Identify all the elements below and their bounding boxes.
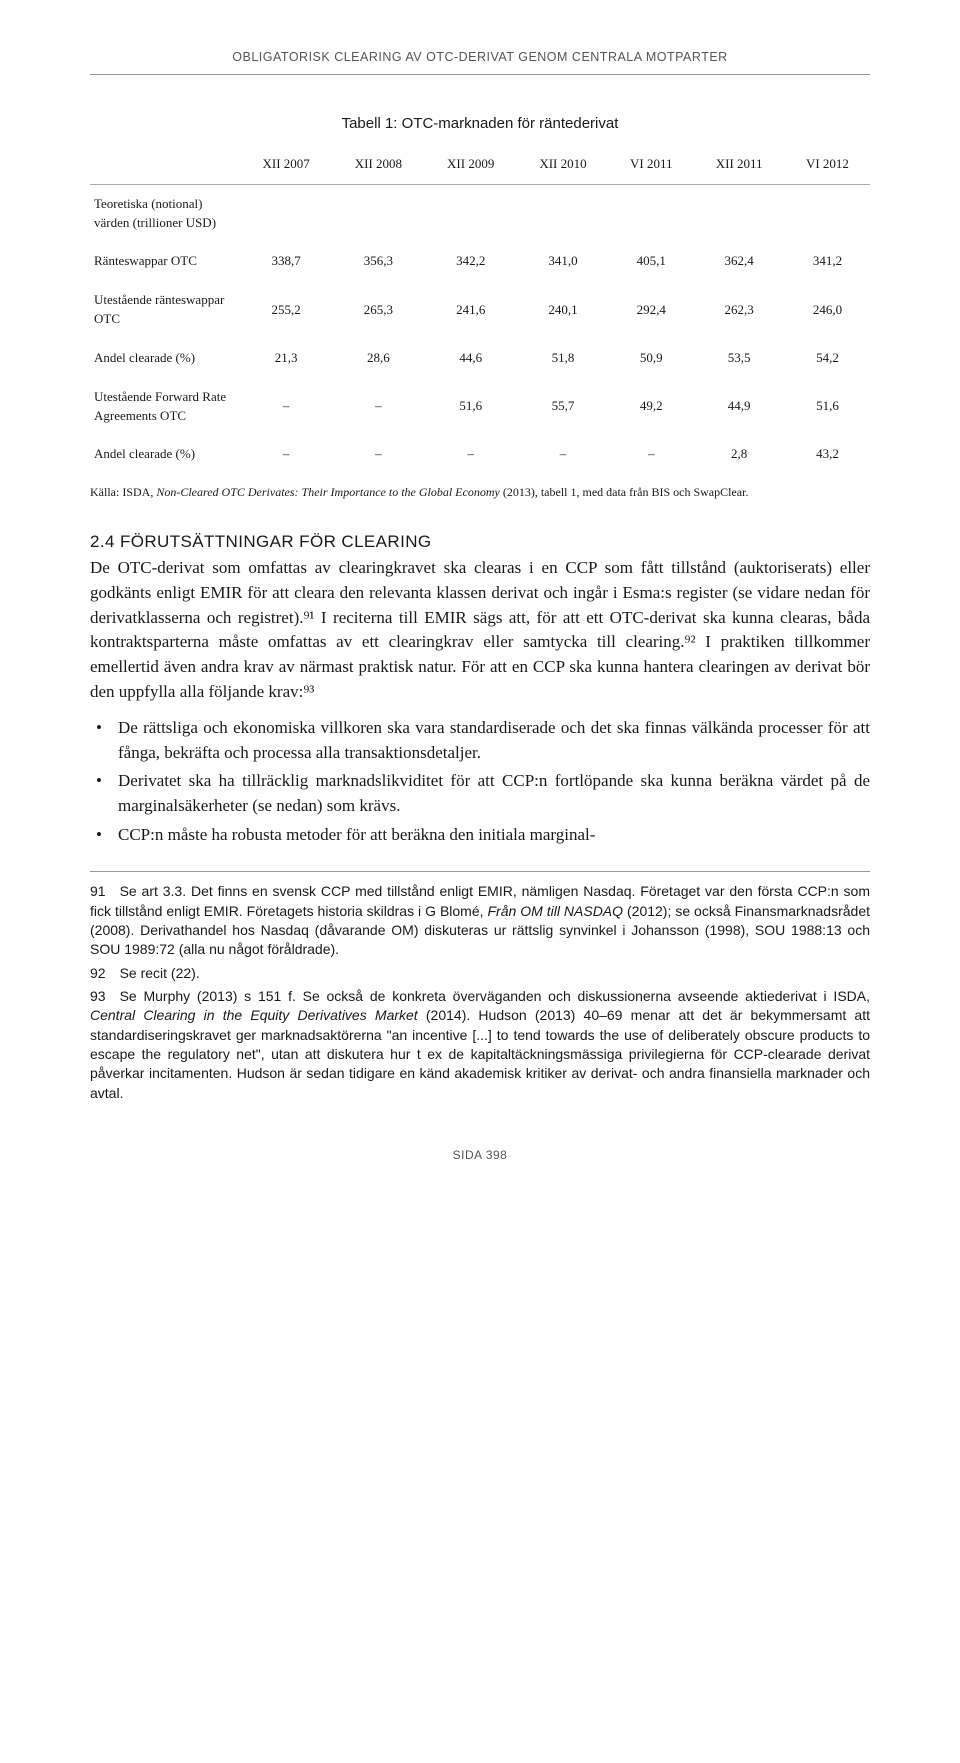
data-table: XII 2007 XII 2008 XII 2009 XII 2010 VI 2… bbox=[90, 149, 870, 474]
footnote-92: 92 Se recit (22). bbox=[90, 964, 870, 983]
table-cell: 341,2 bbox=[785, 242, 870, 281]
table-cell: 50,9 bbox=[609, 339, 693, 378]
table-source: Källa: ISDA, Non-Cleared OTC Derivates: … bbox=[90, 484, 870, 501]
bullet-list: De rättsliga och ekonomiska villkoren sk… bbox=[90, 716, 870, 847]
table-cell: – bbox=[517, 435, 609, 474]
table-cell: 44,6 bbox=[425, 339, 517, 378]
row-label: Utestående ränteswappar OTC bbox=[90, 281, 240, 339]
table-cell: 356,3 bbox=[332, 242, 424, 281]
page-number: SIDA 398 bbox=[90, 1147, 870, 1164]
table-cell: 241,6 bbox=[425, 281, 517, 339]
footnote-91: 91 Se art 3.3. Det finns en svensk CCP m… bbox=[90, 882, 870, 959]
col-header: XII 2011 bbox=[693, 149, 785, 184]
footnote-italic: Från OM till NASDAQ bbox=[487, 903, 623, 919]
table-cell: 2,8 bbox=[693, 435, 785, 474]
row-label: Ränteswappar OTC bbox=[90, 242, 240, 281]
table-cell bbox=[609, 184, 693, 242]
table-cell: 262,3 bbox=[693, 281, 785, 339]
row-label: Utestående Forward Rate Agreements OTC bbox=[90, 378, 240, 436]
col-header: XII 2008 bbox=[332, 149, 424, 184]
list-item: De rättsliga och ekonomiska villkoren sk… bbox=[90, 716, 870, 765]
running-head: OBLIGATORISK CLEARING AV OTC-DERIVAT GEN… bbox=[90, 48, 870, 66]
col-header bbox=[90, 149, 240, 184]
col-header: VI 2012 bbox=[785, 149, 870, 184]
row-label: Andel clearade (%) bbox=[90, 435, 240, 474]
table-cell: 55,7 bbox=[517, 378, 609, 436]
table-header-row: XII 2007 XII 2008 XII 2009 XII 2010 VI 2… bbox=[90, 149, 870, 184]
footnote-rule bbox=[90, 871, 870, 872]
footnote-italic: Central Clearing in the Equity Derivativ… bbox=[90, 1007, 418, 1023]
col-header: XII 2010 bbox=[517, 149, 609, 184]
table-cell bbox=[332, 184, 424, 242]
row-label: Teoretiska (notional) värden (trillioner… bbox=[90, 184, 240, 242]
table-row: Andel clearade (%)–––––2,843,2 bbox=[90, 435, 870, 474]
table-cell: – bbox=[425, 435, 517, 474]
body-paragraph: De OTC-derivat som omfattas av clearingk… bbox=[90, 556, 870, 704]
table-cell bbox=[240, 184, 332, 242]
table-cell bbox=[425, 184, 517, 242]
table-cell: 246,0 bbox=[785, 281, 870, 339]
footnote-93: 93 Se Murphy (2013) s 151 f. Se också de… bbox=[90, 987, 870, 1103]
table-cell: 43,2 bbox=[785, 435, 870, 474]
table-cell: 362,4 bbox=[693, 242, 785, 281]
table-cell: 49,2 bbox=[609, 378, 693, 436]
table-cell: 292,4 bbox=[609, 281, 693, 339]
table-cell: 51,8 bbox=[517, 339, 609, 378]
table-cell: 28,6 bbox=[332, 339, 424, 378]
col-header: VI 2011 bbox=[609, 149, 693, 184]
table-row: Andel clearade (%)21,328,644,651,850,953… bbox=[90, 339, 870, 378]
source-prefix: Källa: ISDA, bbox=[90, 485, 156, 499]
table-cell: – bbox=[609, 435, 693, 474]
table-cell: – bbox=[332, 435, 424, 474]
table-cell: – bbox=[240, 435, 332, 474]
table-cell: 240,1 bbox=[517, 281, 609, 339]
table-cell: – bbox=[240, 378, 332, 436]
table-cell: 341,0 bbox=[517, 242, 609, 281]
table-cell: 54,2 bbox=[785, 339, 870, 378]
table-cell bbox=[693, 184, 785, 242]
list-item: Derivatet ska ha tillräcklig marknadslik… bbox=[90, 769, 870, 818]
list-item: CCP:n måste ha robusta metoder för att b… bbox=[90, 823, 870, 848]
table-cell: 44,9 bbox=[693, 378, 785, 436]
table-cell bbox=[517, 184, 609, 242]
footnote-text: 93 Se Murphy (2013) s 151 f. Se också de… bbox=[90, 988, 870, 1004]
table-cell: 342,2 bbox=[425, 242, 517, 281]
table-row: Teoretiska (notional) värden (trillioner… bbox=[90, 184, 870, 242]
table-title: Tabell 1: OTC-marknaden för räntederivat bbox=[90, 113, 870, 135]
table-cell: 53,5 bbox=[693, 339, 785, 378]
source-italic: Non-Cleared OTC Derivates: Their Importa… bbox=[156, 485, 500, 499]
table-cell: 255,2 bbox=[240, 281, 332, 339]
table-cell: – bbox=[332, 378, 424, 436]
source-suffix: (2013), tabell 1, med data från BIS och … bbox=[500, 485, 749, 499]
table-cell bbox=[785, 184, 870, 242]
footnotes: 91 Se art 3.3. Det finns en svensk CCP m… bbox=[90, 882, 870, 1102]
table-cell: 265,3 bbox=[332, 281, 424, 339]
section-heading: 2.4 FÖRUTSÄTTNINGAR FÖR CLEARING bbox=[90, 530, 870, 555]
table-cell: 338,7 bbox=[240, 242, 332, 281]
table-row: Ränteswappar OTC338,7356,3342,2341,0405,… bbox=[90, 242, 870, 281]
col-header: XII 2007 bbox=[240, 149, 332, 184]
table-row: Utestående ränteswappar OTC255,2265,3241… bbox=[90, 281, 870, 339]
table-cell: 405,1 bbox=[609, 242, 693, 281]
header-rule bbox=[90, 74, 870, 75]
row-label: Andel clearade (%) bbox=[90, 339, 240, 378]
table-cell: 51,6 bbox=[425, 378, 517, 436]
col-header: XII 2009 bbox=[425, 149, 517, 184]
table-cell: 51,6 bbox=[785, 378, 870, 436]
table-cell: 21,3 bbox=[240, 339, 332, 378]
table-row: Utestående Forward Rate Agreements OTC––… bbox=[90, 378, 870, 436]
